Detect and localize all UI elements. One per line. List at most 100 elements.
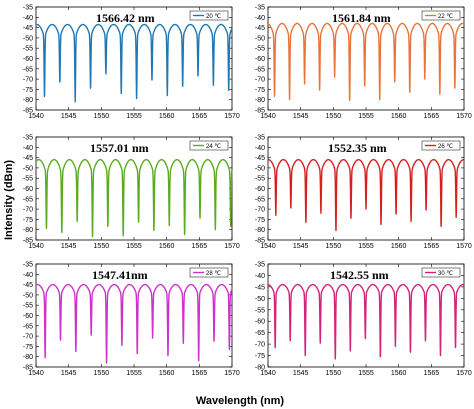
y-tick-label: -85 [255,238,265,245]
x-tick-label: 1570 [456,113,472,120]
y-tick-label: -70 [23,77,33,84]
legend: 22 ℃ [421,10,461,21]
legend-box [421,10,461,21]
y-tick-label: -65 [23,323,33,330]
y-tick-label: -40 [255,15,265,22]
y-tick-label: -55 [23,176,33,183]
y-tick-label: -50 [255,165,265,172]
x-tick-label: 1560 [391,113,407,120]
y-tick-label: -35 [23,262,33,269]
y-tick-label: -60 [255,56,265,63]
x-tick-label: 1540 [28,243,44,250]
y-tick-label: -55 [23,303,33,310]
y-tick-label: -50 [255,296,265,303]
legend-box [189,10,229,21]
y-tick-label: -70 [23,207,33,214]
x-tick-label: 1545 [293,113,309,120]
legend-label: 20 ℃ [206,14,221,20]
x-tick-label: 1555 [126,243,142,250]
legend: 28 ℃ [189,267,229,278]
y-tick-label: -40 [255,273,265,280]
x-tick-label: 1545 [293,243,309,250]
y-tick-label: -70 [255,207,265,214]
x-tick-label: 1560 [159,243,175,250]
y-tick-label: -45 [23,282,33,289]
x-tick-label: 1540 [260,370,276,377]
x-tick-label: 1565 [192,243,208,250]
x-tick-label: 1570 [456,370,472,377]
y-tick-label: -80 [255,227,265,234]
peak-wavelength-label: 1552.35 nm [328,141,387,155]
y-tick-label: -55 [255,307,265,314]
x-tick-label: 1565 [192,113,208,120]
y-tick-label: -45 [255,155,265,162]
x-tick-label: 1560 [159,113,175,120]
y-tick-label: -75 [23,87,33,94]
peak-wavelength-label: 1566.42 nm [96,11,155,25]
peak-wavelength-label: 1542.55 nm [330,268,389,282]
legend-label: 28 ℃ [206,271,221,277]
legend: 20 ℃ [189,10,229,21]
x-tick-label: 1565 [424,113,440,120]
y-tick-label: -75 [255,217,265,224]
y-tick-label: -85 [23,108,33,115]
y-tick-label: -60 [255,186,265,193]
x-tick-label: 1555 [358,370,374,377]
legend-box [421,140,461,151]
panel-2: 1540 1545 1550 1555 1560 1565 1570 -35 -40 -45 -50… [255,5,472,121]
legend-box [189,267,229,278]
y-tick-label: -35 [255,5,265,12]
spectrum-line [267,283,465,360]
y-tick-label: -70 [23,334,33,341]
x-tick-label: 1570 [224,370,240,377]
x-tick-label: 1550 [326,243,342,250]
y-tick-label: -50 [23,35,33,42]
panels: 1540 1545 1550 1555 1560 1565 1570 -35 -40 -45 -50… [23,5,472,378]
y-tick-label: -55 [255,46,265,53]
y-tick-label: -80 [23,97,33,104]
x-tick-label: 1570 [224,113,240,120]
x-tick-label: 1540 [260,243,276,250]
y-tick-label: -40 [23,145,33,152]
x-tick-label: 1545 [61,113,77,120]
y-tick-label: -80 [23,354,33,361]
y-tick-label: -80 [23,227,33,234]
x-tick-label: 1565 [424,243,440,250]
legend: 26 ℃ [421,140,461,151]
y-tick-label: -35 [23,135,33,142]
x-tick-label: 1550 [94,370,110,377]
y-tick-label: -40 [23,272,33,279]
y-tick-label: -65 [23,196,33,203]
y-tick-label: -50 [23,292,33,299]
y-tick-label: -40 [255,145,265,152]
x-tick-label: 1540 [28,370,44,377]
y-tick-label: -60 [23,186,33,193]
legend: 24 ℃ [189,140,229,151]
y-tick-label: -65 [23,66,33,73]
x-tick-label: 1570 [456,243,472,250]
x-tick-label: 1555 [358,113,374,120]
y-tick-label: -35 [23,5,33,12]
y-tick-label: -75 [255,87,265,94]
panel-3: 1540 1545 1550 1555 1560 1565 1570 -35 -40 -45 -50… [23,135,240,251]
legend-box [421,267,461,278]
y-tick-label: -65 [255,66,265,73]
x-tick-label: 1560 [391,243,407,250]
x-axis-label: Wavelength (nm) [196,395,285,407]
x-tick-label: 1545 [61,243,77,250]
y-tick-label: -35 [255,135,265,142]
y-tick-label: -55 [23,46,33,53]
y-tick-label: -35 [255,262,265,269]
x-tick-label: 1570 [224,243,240,250]
spectrum-line [35,23,233,103]
y-tick-label: -55 [255,176,265,183]
y-tick-label: -45 [255,284,265,291]
y-tick-label: -70 [255,77,265,84]
y-tick-label: -65 [255,196,265,203]
y-tick-label: -65 [255,330,265,337]
legend-box [189,140,229,151]
y-tick-label: -50 [23,165,33,172]
x-tick-label: 1560 [391,370,407,377]
y-tick-label: -70 [255,342,265,349]
